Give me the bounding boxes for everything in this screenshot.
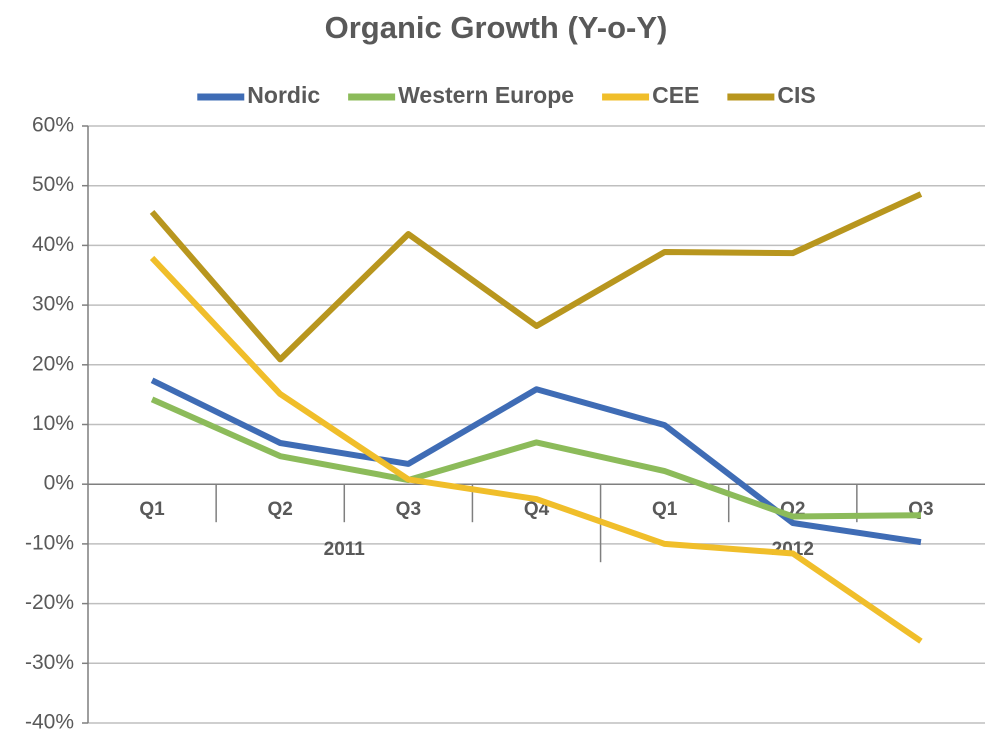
series-line: [150, 396, 921, 520]
series-line: [149, 191, 923, 363]
y-tick-label: -40%: [25, 711, 74, 731]
x-tick-label: Q2: [268, 499, 293, 520]
y-tick-label: 0%: [44, 472, 74, 495]
y-tick-label: 30%: [32, 293, 74, 316]
legend-label: Western Europe: [398, 82, 574, 108]
y-tick-label: 20%: [32, 352, 74, 375]
x-tick-label: Q1: [139, 499, 165, 520]
y-tick-label: -20%: [25, 591, 74, 614]
y-tick-label: 40%: [32, 233, 74, 256]
y-tick-label: 10%: [32, 412, 74, 435]
x-tick-label: Q3: [396, 499, 421, 520]
y-tick-label: 60%: [32, 114, 74, 137]
series-line: [149, 255, 923, 644]
y-tick-label: -10%: [25, 531, 74, 554]
y-tick-label: -30%: [25, 651, 74, 674]
legend-label: CEE: [652, 82, 699, 108]
y-tick-label: 50%: [32, 173, 74, 196]
x-group-label: 2011: [324, 539, 366, 560]
x-tick-label: Q1: [652, 499, 678, 520]
chart-title: Organic Growth (Y-o-Y): [325, 10, 668, 45]
series-line: [150, 377, 922, 546]
legend-label: Nordic: [247, 82, 320, 108]
legend-label: CIS: [777, 82, 815, 108]
